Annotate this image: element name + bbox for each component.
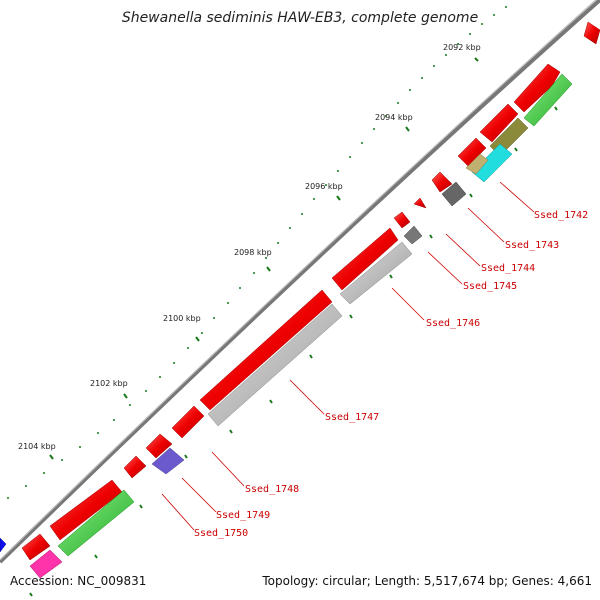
green-feature	[523, 73, 573, 127]
magenta-feature	[29, 549, 63, 579]
tick-label-2092: 2092 kbp	[443, 43, 481, 52]
accession-text: Accession: NC_009831	[10, 574, 147, 588]
dark-grey-feature	[403, 225, 423, 245]
genome-backbone	[0, 0, 600, 564]
genome-backbone-highlight	[0, 0, 597, 561]
gene-label-ssed-1746: Ssed_1746	[426, 318, 480, 329]
outer-scale-dots	[7, 6, 507, 499]
tick-label-2096: 2096 kbp	[305, 182, 343, 191]
tick-label-2102: 2102 kbp	[90, 379, 128, 388]
label-leaders	[161, 181, 535, 531]
gene-label-ssed-1748: Ssed_1748	[245, 484, 299, 495]
gene-label-ssed-1743: Ssed_1743	[505, 240, 559, 251]
map-title: Shewanella sediminis HAW-EB3, complete g…	[121, 10, 479, 26]
tick-label-2094: 2094 kbp	[375, 113, 413, 122]
purple-feature	[151, 447, 185, 475]
grey-feature	[207, 303, 343, 427]
feature-track	[0, 73, 573, 579]
gene-arrow	[199, 289, 333, 411]
cds-track	[21, 21, 600, 561]
gene-arrow	[457, 137, 487, 167]
gene-label-ssed-1747: Ssed_1747	[325, 412, 379, 423]
tick-label-2100: 2100 kbp	[163, 314, 201, 323]
gene-arrow	[171, 405, 205, 439]
gene-arrow	[513, 63, 561, 113]
gene-label-ssed-1742: Ssed_1742	[534, 210, 588, 221]
gene-arrow	[413, 197, 427, 209]
kbp-tick-marks	[49, 57, 479, 460]
blue-feature	[0, 537, 7, 553]
tick-label-2104: 2104 kbp	[18, 442, 56, 451]
gene-arrow	[21, 533, 51, 561]
tick-label-2098: 2098 kbp	[234, 248, 272, 257]
dark-grey-feature	[441, 181, 467, 207]
gene-label-ssed-1745: Ssed_1745	[463, 281, 517, 292]
genome-summary-text: Topology: circular; Length: 5,517,674 bp…	[262, 574, 592, 588]
gene-arrow	[123, 455, 147, 479]
green-feature	[57, 489, 135, 557]
gene-label-ssed-1750: Ssed_1750	[194, 528, 248, 539]
tan-feature	[465, 153, 489, 175]
cyan-feature	[471, 143, 513, 183]
gene-arrow	[479, 103, 519, 143]
gene-arrow	[393, 211, 411, 229]
gene-arrow	[583, 21, 600, 45]
grey-feature	[339, 241, 413, 305]
gene-label-ssed-1744: Ssed_1744	[481, 263, 535, 274]
inner-scale-dashes	[29, 106, 558, 597]
gene-arrow	[331, 227, 399, 291]
gene-arrow	[431, 171, 453, 193]
gene-arrow	[145, 433, 173, 459]
gene-label-ssed-1749: Ssed_1749	[216, 510, 270, 521]
